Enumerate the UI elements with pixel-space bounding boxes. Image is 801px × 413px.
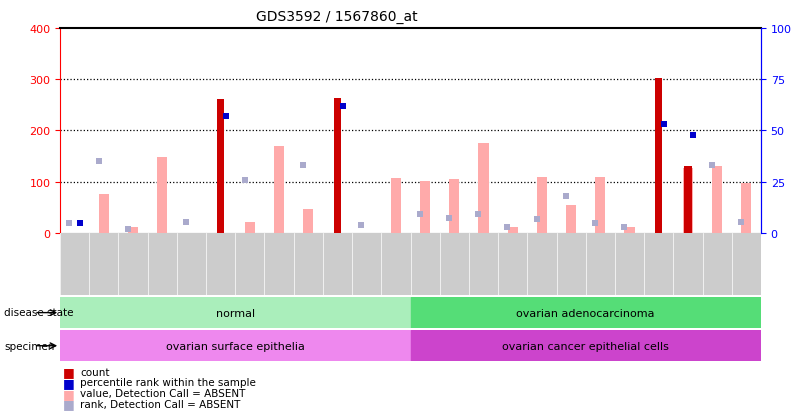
Bar bbox=[682, 169, 693, 233]
Bar bbox=[566, 205, 576, 233]
Bar bbox=[323, 233, 352, 270]
Bar bbox=[264, 233, 294, 295]
Text: ■: ■ bbox=[62, 397, 74, 411]
Bar bbox=[60, 297, 410, 328]
Bar bbox=[60, 330, 410, 361]
Bar bbox=[508, 227, 517, 233]
Bar bbox=[128, 227, 139, 233]
Bar bbox=[684, 167, 691, 233]
Bar bbox=[177, 233, 206, 270]
Bar bbox=[177, 233, 206, 295]
Bar bbox=[498, 233, 527, 270]
Text: ovarian cancer epithelial cells: ovarian cancer epithelial cells bbox=[502, 341, 669, 351]
Bar bbox=[537, 177, 547, 233]
Bar bbox=[741, 184, 751, 233]
Bar bbox=[478, 144, 489, 233]
Bar bbox=[498, 233, 527, 295]
Bar bbox=[702, 233, 732, 270]
Bar bbox=[60, 233, 89, 270]
Bar bbox=[235, 233, 264, 270]
Bar bbox=[615, 233, 644, 295]
Text: ovarian surface epithelia: ovarian surface epithelia bbox=[166, 341, 304, 351]
Bar bbox=[732, 233, 761, 295]
Text: ■: ■ bbox=[62, 387, 74, 400]
Bar bbox=[586, 233, 615, 295]
Bar bbox=[147, 233, 177, 270]
Bar bbox=[410, 330, 761, 361]
Bar bbox=[644, 233, 674, 295]
Bar bbox=[99, 195, 109, 233]
Bar bbox=[294, 233, 323, 270]
Bar bbox=[274, 147, 284, 233]
Bar bbox=[702, 233, 732, 295]
Bar bbox=[89, 233, 119, 295]
Bar bbox=[334, 99, 341, 233]
Bar bbox=[440, 233, 469, 270]
Bar bbox=[157, 158, 167, 233]
Text: GDS3592 / 1567860_at: GDS3592 / 1567860_at bbox=[256, 10, 417, 24]
Bar bbox=[449, 180, 460, 233]
Bar bbox=[469, 233, 498, 270]
Text: ■: ■ bbox=[62, 376, 74, 389]
Bar bbox=[119, 233, 147, 270]
Bar bbox=[206, 233, 235, 295]
Bar bbox=[235, 233, 264, 295]
Bar bbox=[381, 233, 410, 270]
Bar bbox=[644, 233, 674, 270]
Bar bbox=[674, 233, 702, 295]
Bar bbox=[440, 233, 469, 295]
Text: ■: ■ bbox=[62, 365, 74, 378]
Text: disease state: disease state bbox=[4, 308, 74, 318]
Bar bbox=[294, 233, 323, 295]
Bar bbox=[391, 178, 401, 233]
Text: value, Detection Call = ABSENT: value, Detection Call = ABSENT bbox=[80, 388, 245, 398]
Bar bbox=[586, 233, 615, 270]
Bar bbox=[352, 233, 381, 295]
Text: specimen: specimen bbox=[4, 341, 54, 351]
Bar bbox=[410, 297, 761, 328]
Bar bbox=[217, 100, 224, 233]
Text: ovarian adenocarcinoma: ovarian adenocarcinoma bbox=[517, 308, 655, 318]
Text: rank, Detection Call = ABSENT: rank, Detection Call = ABSENT bbox=[80, 399, 240, 409]
Bar bbox=[304, 209, 313, 233]
Bar bbox=[469, 233, 498, 295]
Bar bbox=[352, 233, 381, 270]
Bar bbox=[323, 233, 352, 295]
Bar bbox=[557, 233, 586, 270]
Bar bbox=[89, 233, 119, 270]
Bar bbox=[595, 177, 606, 233]
Bar bbox=[147, 233, 177, 295]
Text: normal: normal bbox=[215, 308, 255, 318]
Bar bbox=[206, 233, 235, 270]
Bar bbox=[655, 79, 662, 233]
Bar bbox=[625, 227, 634, 233]
Bar bbox=[615, 233, 644, 270]
Bar bbox=[264, 233, 294, 270]
Bar bbox=[420, 181, 430, 233]
Bar bbox=[410, 233, 440, 295]
Text: count: count bbox=[80, 367, 110, 377]
Text: percentile rank within the sample: percentile rank within the sample bbox=[80, 377, 256, 387]
Bar bbox=[245, 222, 255, 233]
Bar bbox=[557, 233, 586, 295]
Bar bbox=[119, 233, 147, 295]
Bar bbox=[732, 233, 761, 270]
Bar bbox=[381, 233, 410, 295]
Bar bbox=[527, 233, 557, 295]
Bar bbox=[527, 233, 557, 270]
Bar bbox=[712, 167, 723, 233]
Bar bbox=[410, 233, 440, 270]
Bar bbox=[60, 233, 89, 295]
Bar bbox=[674, 233, 702, 270]
